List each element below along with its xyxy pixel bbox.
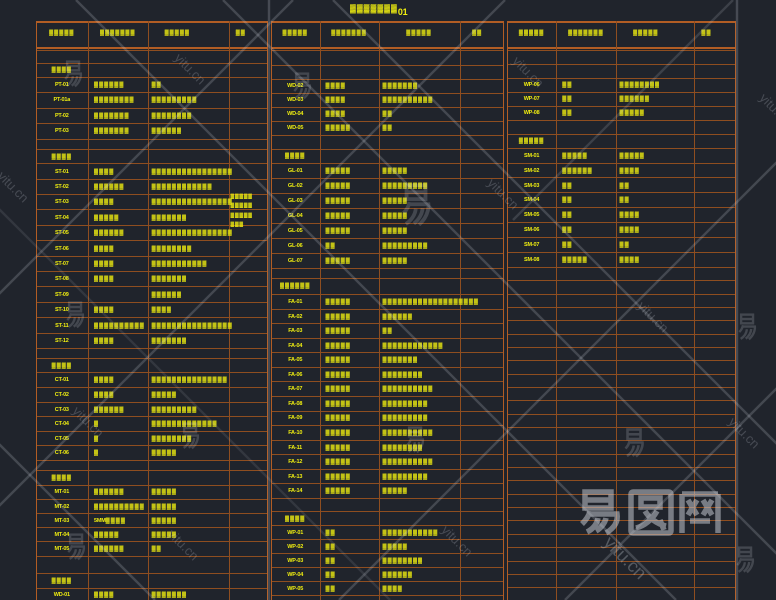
svg-text:yitu.cn: yitu.cn bbox=[0, 168, 32, 205]
svg-text:yitu.cn: yitu.cn bbox=[172, 50, 209, 87]
svg-text:yitu.cn: yitu.cn bbox=[757, 90, 776, 127]
svg-text:yitu.cn: yitu.cn bbox=[726, 414, 763, 451]
svg-text:yitu.cn: yitu.cn bbox=[635, 298, 672, 335]
svg-text:yitu.cn: yitu.cn bbox=[600, 532, 651, 583]
